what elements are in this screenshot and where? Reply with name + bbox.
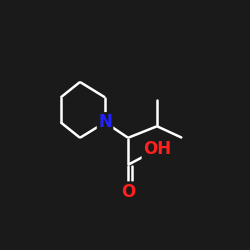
Text: O: O [121,183,135,201]
Text: N: N [98,114,112,132]
Text: OH: OH [143,140,171,158]
